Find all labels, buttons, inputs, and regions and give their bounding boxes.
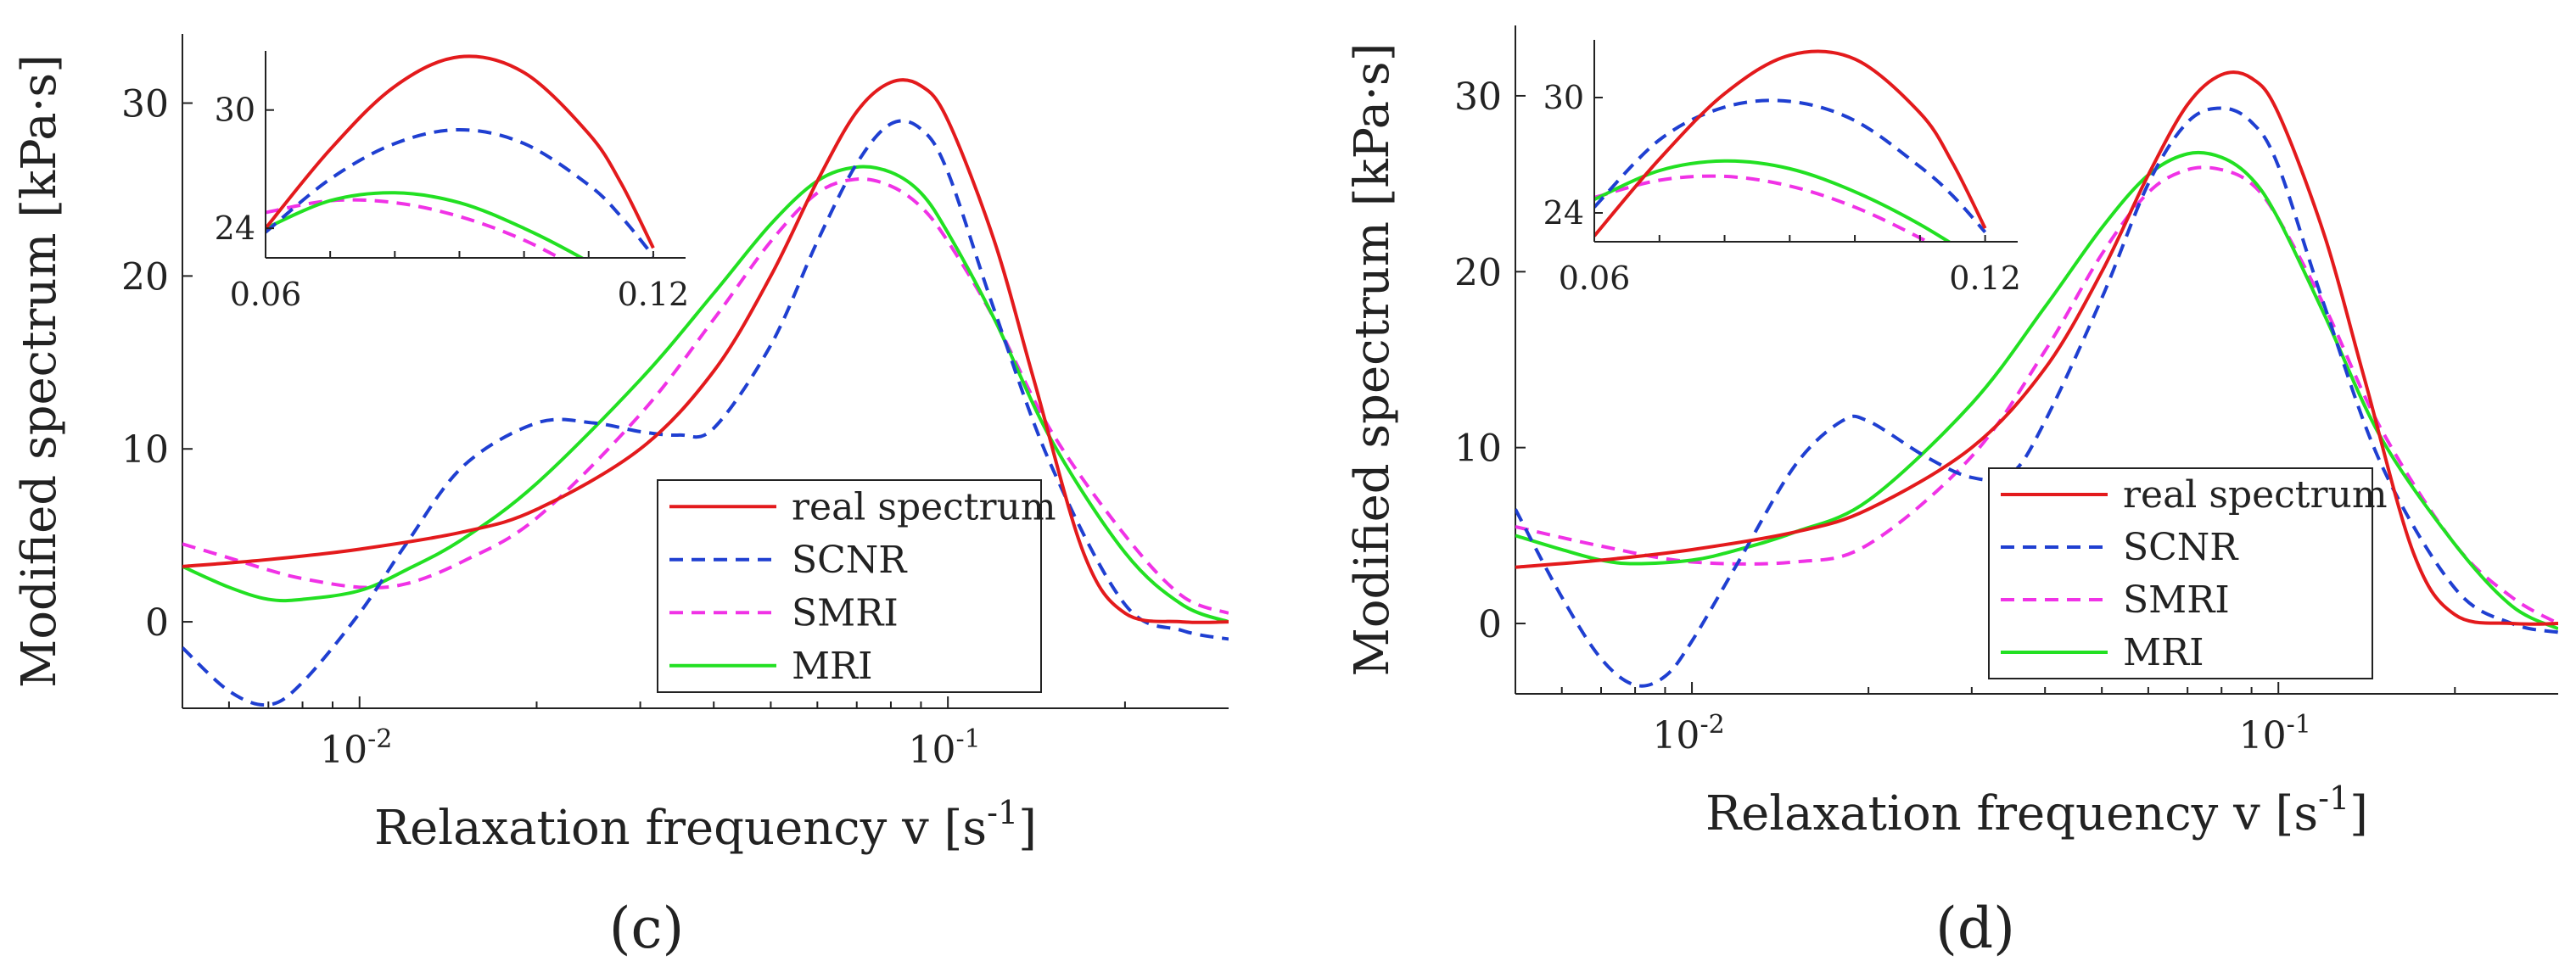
y-tick-label: 0 (145, 601, 169, 645)
inset-series-line-scnr (266, 127, 655, 257)
series-line-smri (1515, 165, 2558, 625)
inset-series-group (266, 54, 655, 258)
inset-y-tick-label: 30 (1543, 79, 1584, 116)
inset-y-tick-label: 30 (215, 92, 255, 129)
inset-series-line-mri (266, 191, 585, 258)
legend-label: real spectrum (2123, 473, 2388, 517)
series-group (182, 78, 1229, 707)
legend-label: SCNR (792, 539, 908, 582)
inset-background (1594, 40, 2018, 242)
inset-x-tick-label: 0.06 (1559, 260, 1631, 297)
legend-label: SMRI (2123, 578, 2230, 622)
inset-series-line-mri (1594, 159, 1952, 242)
inset-series-line-scnr (1594, 98, 1987, 234)
legend: real spectrum SCNR SMRI MRI (657, 479, 1056, 693)
legend-label: SMRI (792, 591, 899, 634)
y-axis-label: Modified spectrum [kPa·s] (12, 54, 67, 688)
inset-plot: 24 30 0.06 0.12 (1543, 40, 2021, 297)
series-line-scnr (182, 119, 1229, 707)
inset-x-tick-label: 0.12 (618, 276, 690, 313)
y-tick-label: 30 (1454, 75, 1502, 119)
inset-y-tick-label: 24 (1543, 194, 1584, 232)
legend-box (1988, 467, 2373, 679)
legend-label: MRI (2123, 631, 2204, 674)
inset-series-line-smri (266, 198, 563, 258)
inset-series-line-real-spectrum (1594, 49, 1987, 238)
y-tick-label: 10 (121, 428, 169, 472)
y-tick-label: 20 (1454, 251, 1502, 294)
series-line-real-spectrum (182, 78, 1229, 624)
x-tick-label: 10-1 (909, 724, 981, 772)
y-tick-label: 30 (121, 83, 169, 126)
legend-label: real spectrum (792, 485, 1056, 528)
legend: real spectrum SCNR SMRI MRI (1988, 467, 2388, 679)
y-tick-label: 20 (121, 255, 169, 299)
inset-background (266, 51, 686, 258)
inset-series-line-real-spectrum (266, 54, 655, 249)
legend-label: MRI (792, 645, 873, 688)
y-tick-label: 10 (1454, 428, 1502, 471)
x-axis-label: Relaxation frequency v [s-1] (374, 794, 1037, 856)
x-tick-label: 10-2 (1652, 710, 1724, 757)
x-tick-label: 10-1 (2239, 710, 2311, 757)
inset-x-tick-label: 0.12 (1949, 260, 2021, 297)
series-line-scnr (1515, 106, 2558, 688)
inset-x-tick-label: 0.06 (230, 276, 302, 313)
legend-box (657, 479, 1042, 693)
chart-panel-d: 0 10 20 30 10-2 10-1 Relaxation frequency v [s… (1345, 25, 2558, 961)
x-tick-label: 10-2 (320, 724, 392, 772)
series-group (1515, 70, 2558, 688)
panel-label: (d) (1935, 896, 2015, 961)
chart-panel-c: 0 10 20 30 10-2 10-1 Relaxation frequency v [s… (12, 34, 1229, 961)
series-line-real-spectrum (1515, 70, 2558, 626)
y-axis-label: Modified spectrum [kPa·s] (1345, 42, 1400, 676)
panel-label: (c) (609, 896, 684, 961)
inset-plot: 24 30 0.06 0.12 (215, 51, 690, 313)
x-axis-label: Relaxation frequency v [s-1] (1705, 780, 2368, 841)
inset-y-tick-label: 24 (215, 210, 255, 247)
legend-label: SCNR (2123, 526, 2239, 569)
y-tick-label: 0 (1478, 603, 1502, 646)
